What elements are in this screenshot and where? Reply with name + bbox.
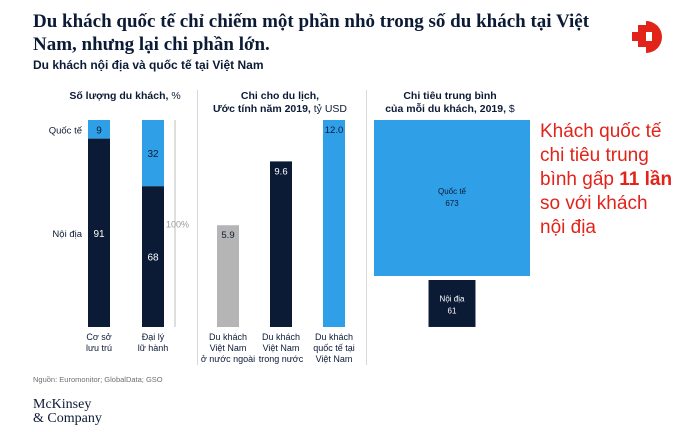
brand-wordmark: McKinsey & Company [33,398,102,426]
callout-line3-bold: 11 lần [619,169,673,190]
brand-line1: McKinsey [33,397,92,412]
legend-label-international: Quốc tế [49,125,83,136]
category-label: Việt Nam [210,343,247,353]
category-label: Đại lý [142,332,165,342]
bar-value-label: 32 [147,149,159,160]
area-label-value: 61 [448,306,457,315]
panel1-heading-unit: % [168,90,181,102]
bar-value-label: 9.6 [274,166,287,177]
bar-value-label: 5.9 [221,230,234,241]
total-label: 100% [166,220,189,230]
callout-line4: so với khách [540,193,648,214]
page-title: Du khách quốc tế chỉ chiếm một phần nhỏ … [33,11,590,55]
panel3-heading: Chi tiêu trung bình của mỗi du khách, 20… [370,90,530,116]
area-label-value: 673 [445,199,459,208]
bar-international [142,120,164,187]
panel1-heading-bold: Số lượng du khách, [69,90,169,102]
bar-value-label: 9 [96,125,102,136]
category-label: Việt Nam [263,343,300,353]
bar-value-label: 91 [93,229,105,240]
category-label: ở nước ngoài [201,354,255,364]
category-label: Du khách [209,332,247,342]
panel-divider [197,90,198,365]
bar-value-label: 12.0 [325,125,344,136]
category-label: Việt Nam [316,354,353,364]
brand-logo-icon [632,21,662,53]
panel2-heading-unit: tỷ USD [310,103,348,115]
category-label: quốc tế tại [313,343,355,353]
spending-bar [323,120,345,327]
area-square-international [374,120,530,276]
bar-value-label: 68 [147,253,159,264]
brand-line2: & Company [33,411,102,426]
legend-label-domestic: Nội địa [52,229,82,240]
panel3-heading-line1: Chi tiêu trung bình [403,90,497,102]
category-label: Cơ sở [86,332,111,342]
spending-bar [270,161,292,327]
bar-domestic [142,186,164,327]
callout-line3-pre: bình gấp [540,169,620,190]
panel2-heading: Chi cho du lịch, Ước tính năm 2019, tỷ U… [195,90,365,116]
category-label: trong nước [259,354,304,364]
callout-line5: nội địa [540,217,596,238]
panel3-heading-bold: của mỗi du khách, 2019, [385,103,507,115]
panel2-heading-bold: Ước tính năm 2019, [212,103,311,115]
panel1-heading: Số lượng du khách, % [50,90,200,103]
area-label-name: Quốc tế [438,187,467,196]
area-label-name: Nội địa [440,294,465,303]
chart-subtitle: Du khách nội địa và quốc tế tại Việt Nam [33,58,264,72]
bar-domestic [88,138,110,327]
panel-divider [366,90,367,365]
category-label: Du khách [315,332,353,342]
source-note: Nguồn: Euromonitor; GlobalData; GSO [33,375,163,384]
category-label: lưu trú [86,343,112,353]
spending-bar [217,225,239,327]
panel3-heading-unit: $ [506,103,515,115]
area-square-domestic [428,280,476,327]
callout-line2: chi tiêu trung [540,145,649,166]
category-label: Du khách [262,332,300,342]
callout-text: Khách quốc tế chi tiêu trung bình gấp 11… [540,120,700,240]
category-label: lữ hành [138,343,169,353]
callout-line1: Khách quốc tế [540,121,662,142]
bar-international [88,120,110,139]
panel2-heading-line1: Chi cho du lịch, [240,90,320,102]
